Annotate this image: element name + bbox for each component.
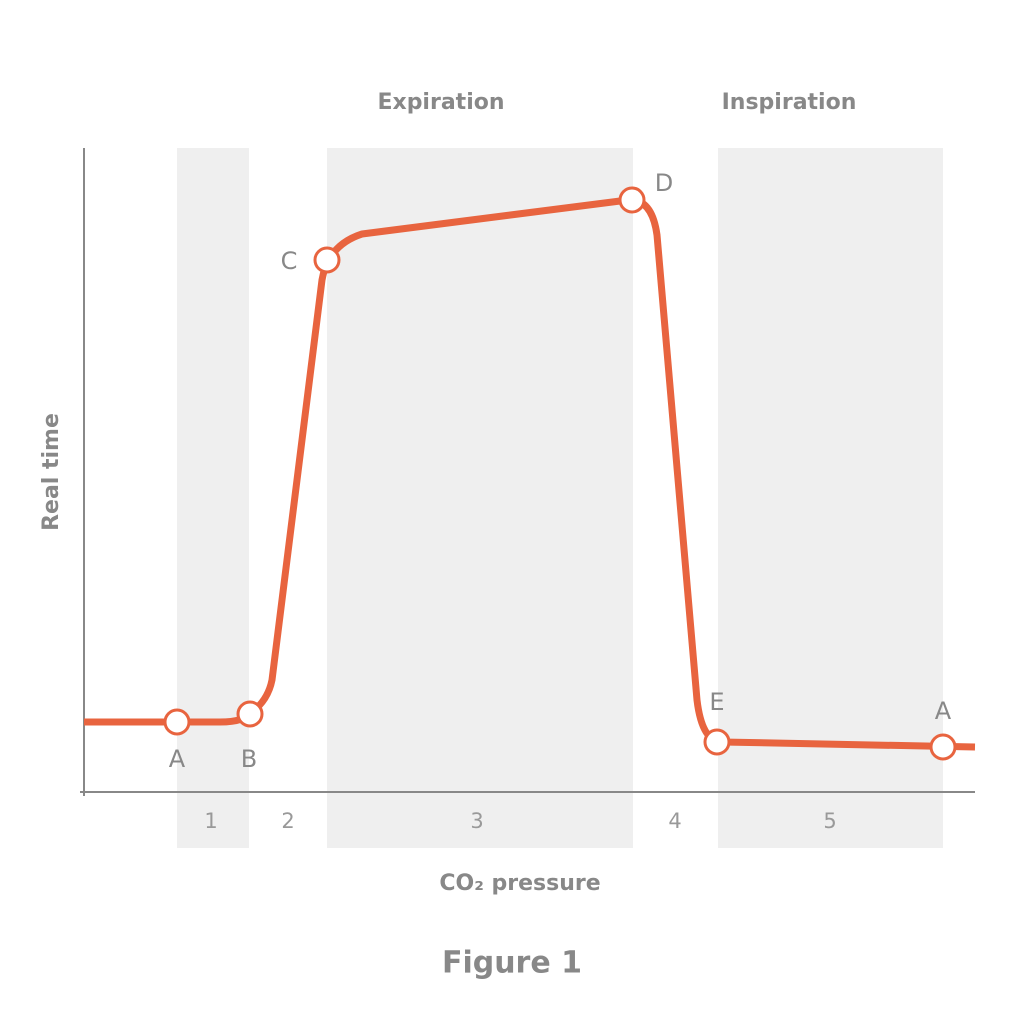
point-marker [618, 186, 646, 214]
phase-label: 4 [668, 809, 681, 833]
y-axis-label: Real time [39, 413, 64, 531]
point-label: A [169, 745, 186, 773]
point-marker [929, 733, 957, 761]
phase-label: 2 [281, 809, 294, 833]
band [327, 148, 633, 848]
point-marker [703, 728, 731, 756]
point-marker [313, 246, 341, 274]
point-marker [236, 700, 264, 728]
region-label: Expiration [377, 90, 504, 115]
point-label: D [655, 169, 673, 197]
point-label: E [709, 688, 724, 716]
point-label: C [281, 247, 298, 275]
region-label: Inspiration [722, 90, 857, 115]
phase-label: 3 [470, 809, 483, 833]
phase-label: 5 [823, 809, 836, 833]
point-label: A [935, 697, 952, 725]
point-label: B [241, 745, 257, 773]
x-axis-label: CO₂ pressure [439, 871, 600, 896]
band [177, 148, 249, 848]
phase-bands [177, 148, 943, 848]
band [718, 148, 943, 848]
point-marker [163, 708, 191, 736]
phase-label: 1 [204, 809, 217, 833]
caption: Figure 1 [442, 946, 582, 981]
